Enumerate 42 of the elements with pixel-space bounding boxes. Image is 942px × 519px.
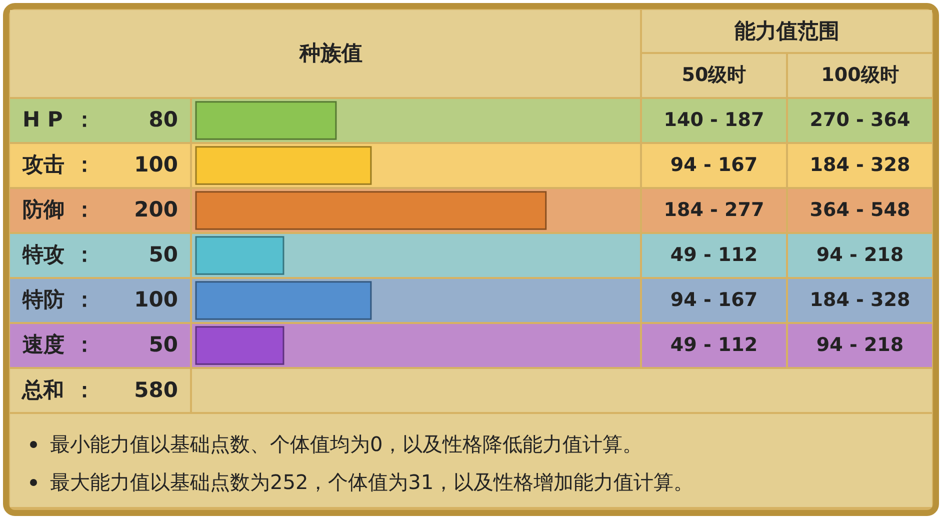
y-tick-label: 速度 [22, 332, 64, 356]
text: 270 - 364 [810, 109, 910, 131]
text: ： [74, 242, 95, 266]
text: 最小能力值以基础点数、个体值均为0，以及性格降低能力值计算。 [50, 431, 643, 458]
y-tick-label: 特攻 [22, 242, 64, 266]
text: 49 - 112 [670, 334, 758, 356]
y-tick-label: 攻击 [22, 152, 64, 176]
category-label: 100级时 [821, 63, 899, 88]
text: ： [74, 332, 95, 356]
y-tick-label: H P [22, 108, 63, 132]
data-label: 100 [134, 288, 178, 312]
bar [195, 236, 284, 275]
text: 364 - 548 [810, 199, 910, 221]
data-label: 50 [148, 332, 178, 356]
text: 94 - 167 [670, 154, 758, 176]
category-label: 50级时 [682, 63, 746, 88]
text: 94 - 218 [816, 244, 904, 266]
chart-title: 种族值 [298, 41, 362, 65]
text: ： [74, 378, 95, 402]
y-tick-label: 特防 [22, 288, 64, 312]
bar [195, 101, 337, 140]
text: 94 - 167 [670, 289, 758, 311]
text: ： [74, 288, 95, 312]
text: 能力值范围 [734, 18, 840, 45]
text: 49 - 112 [670, 244, 758, 266]
text: 总和 [22, 377, 64, 404]
data-label: 200 [134, 198, 178, 222]
data-label: 50 [148, 242, 178, 266]
text: 140 - 187 [664, 109, 764, 131]
text: 184 - 328 [810, 154, 910, 176]
text: 184 - 277 [664, 199, 764, 221]
text: 最大能力值以基础点数为252，个体值为31，以及性格增加能力值计算。 [50, 469, 694, 496]
data-label: 80 [148, 108, 178, 132]
data-label: 100 [134, 152, 178, 176]
bar [195, 326, 284, 365]
text: 580 [134, 377, 178, 404]
text: ： [74, 198, 95, 222]
y-tick-label: 防御 [22, 198, 64, 222]
text: ： [74, 108, 95, 132]
text: 94 - 218 [816, 334, 904, 356]
text: ： [74, 152, 95, 176]
text: 184 - 328 [810, 289, 910, 311]
